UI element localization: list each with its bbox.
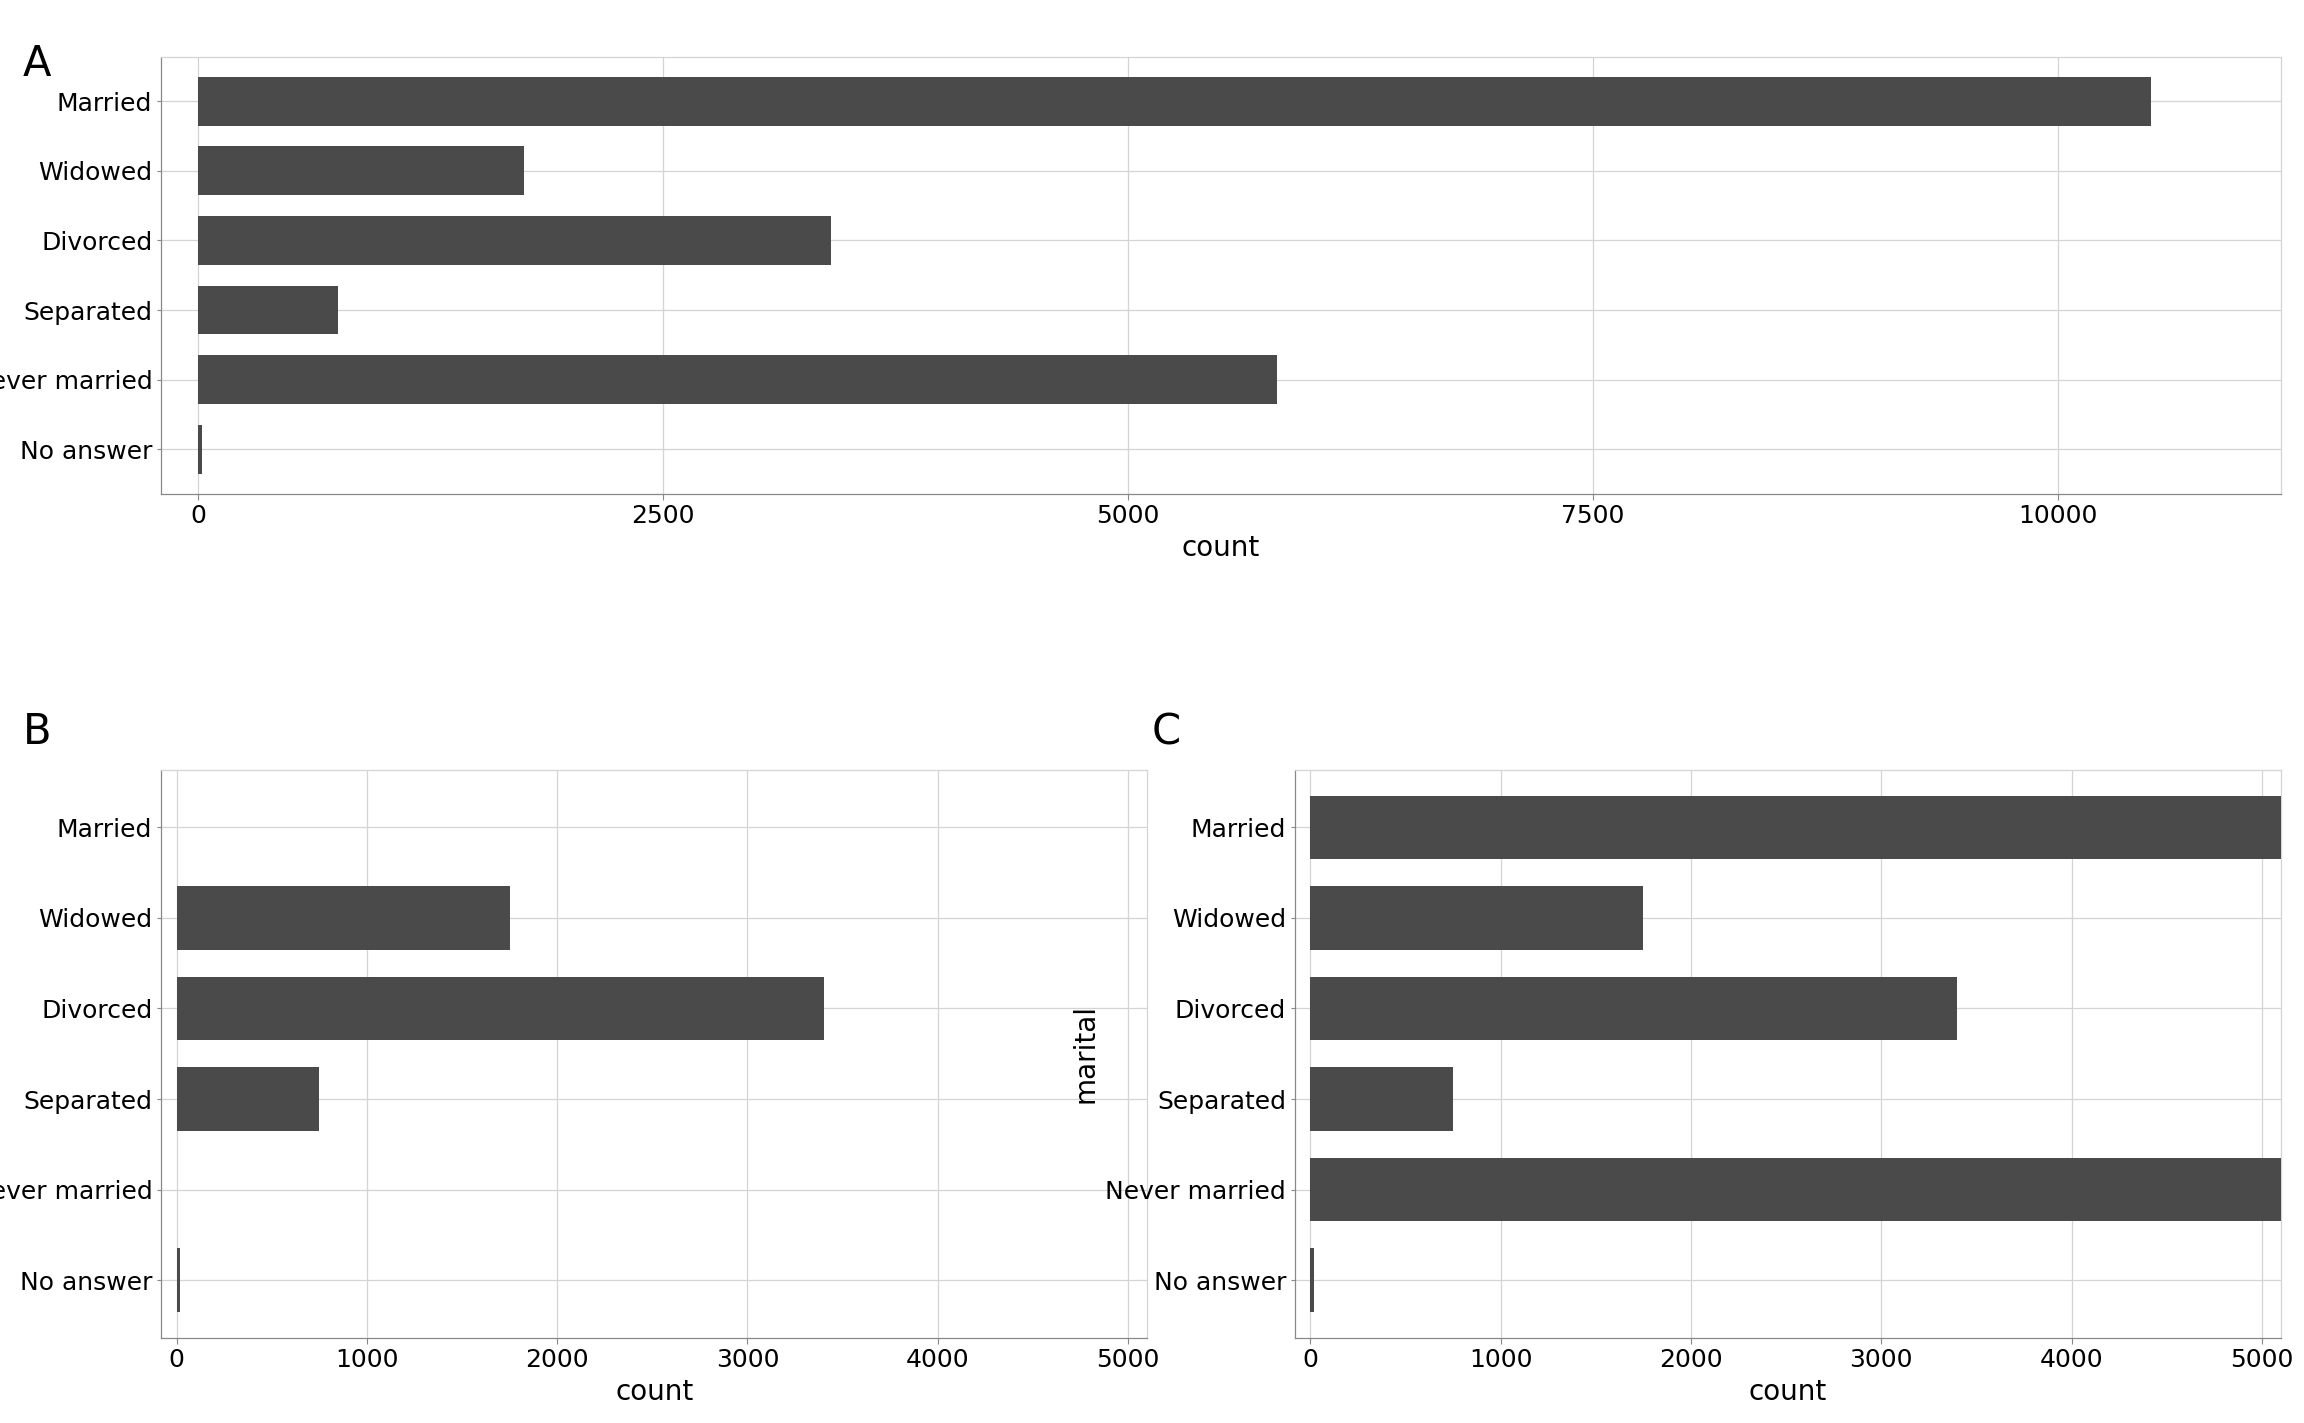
X-axis label: count: count [1749,1377,1827,1406]
Bar [198,147,523,195]
Text: C: C [1152,712,1182,754]
Text: B: B [23,712,51,754]
Text: A: A [23,43,51,85]
Bar [198,356,1276,404]
Bar [198,425,203,474]
Bar [177,976,823,1040]
Bar [1311,976,1958,1040]
Bar [177,887,509,949]
Bar [1311,1158,2304,1221]
Bar [198,286,339,334]
Bar [1311,887,1643,949]
Bar [198,216,832,265]
Bar [198,77,2152,125]
Y-axis label: marital: marital [1071,1005,1099,1103]
X-axis label: count: count [615,1377,694,1406]
X-axis label: count: count [1182,534,1260,562]
Bar [1311,1067,1454,1131]
Bar [1311,795,2304,859]
Bar [177,1248,180,1312]
Bar [1311,1248,1313,1312]
Bar [177,1067,320,1131]
